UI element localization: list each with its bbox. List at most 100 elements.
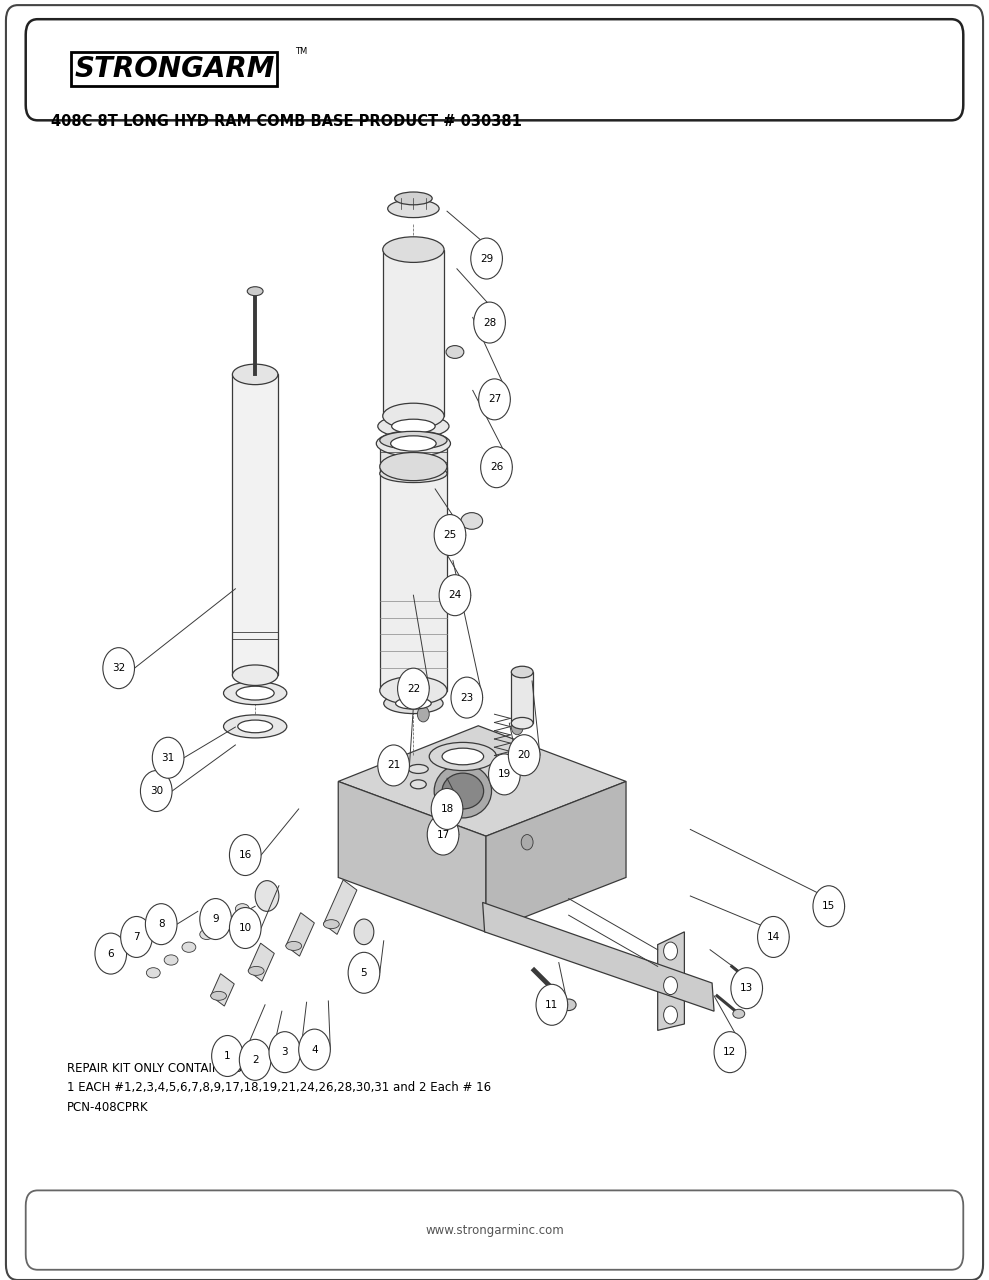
Circle shape — [398, 668, 429, 709]
Text: 6: 6 — [108, 948, 114, 959]
Circle shape — [508, 735, 540, 776]
Bar — [511, 672, 533, 723]
Circle shape — [511, 719, 523, 735]
Ellipse shape — [395, 192, 432, 205]
Circle shape — [664, 942, 677, 960]
Text: TM: TM — [295, 46, 307, 56]
Bar — [248, 943, 274, 980]
Circle shape — [481, 447, 512, 488]
Circle shape — [536, 984, 568, 1025]
Text: 10: 10 — [238, 923, 252, 933]
Ellipse shape — [511, 717, 533, 730]
Ellipse shape — [733, 1009, 745, 1019]
Ellipse shape — [380, 431, 447, 449]
Text: 12: 12 — [723, 1047, 737, 1057]
Text: 27: 27 — [488, 394, 501, 404]
Circle shape — [348, 952, 380, 993]
Bar — [232, 374, 278, 676]
Text: 20: 20 — [517, 750, 531, 760]
Ellipse shape — [247, 287, 263, 296]
Ellipse shape — [461, 512, 483, 530]
Polygon shape — [483, 902, 714, 1011]
FancyBboxPatch shape — [26, 19, 963, 120]
Ellipse shape — [224, 714, 287, 737]
Ellipse shape — [146, 968, 160, 978]
Text: 408C 8T LONG HYD RAM COMB BASE PRODUCT # 030381: 408C 8T LONG HYD RAM COMB BASE PRODUCT #… — [51, 114, 522, 129]
Circle shape — [354, 919, 374, 945]
Ellipse shape — [380, 465, 447, 483]
Bar — [211, 974, 234, 1006]
Circle shape — [714, 1032, 746, 1073]
Ellipse shape — [446, 346, 464, 358]
Ellipse shape — [248, 966, 264, 975]
Ellipse shape — [442, 748, 484, 765]
Text: 15: 15 — [822, 901, 836, 911]
Ellipse shape — [562, 998, 576, 1011]
Ellipse shape — [392, 420, 435, 433]
Text: 3: 3 — [282, 1047, 288, 1057]
Circle shape — [229, 835, 261, 876]
Circle shape — [431, 788, 463, 829]
Circle shape — [239, 1039, 271, 1080]
Circle shape — [121, 916, 152, 957]
Text: 24: 24 — [448, 590, 462, 600]
Circle shape — [152, 737, 184, 778]
Circle shape — [731, 968, 763, 1009]
Ellipse shape — [236, 686, 274, 700]
Ellipse shape — [200, 929, 214, 940]
Text: 13: 13 — [740, 983, 754, 993]
Circle shape — [145, 904, 177, 945]
Text: 4: 4 — [312, 1044, 317, 1055]
Ellipse shape — [396, 698, 431, 709]
Bar — [286, 913, 315, 956]
Circle shape — [758, 916, 789, 957]
Text: 14: 14 — [766, 932, 780, 942]
Ellipse shape — [237, 721, 273, 732]
Bar — [380, 467, 447, 690]
Ellipse shape — [380, 676, 447, 704]
Circle shape — [269, 1032, 301, 1073]
Text: 8: 8 — [158, 919, 164, 929]
Ellipse shape — [383, 403, 444, 429]
Text: 23: 23 — [460, 692, 474, 703]
Text: 2: 2 — [252, 1055, 258, 1065]
Ellipse shape — [224, 681, 287, 704]
Ellipse shape — [286, 942, 302, 950]
Circle shape — [200, 899, 231, 940]
Ellipse shape — [380, 452, 447, 480]
Ellipse shape — [384, 694, 443, 714]
Ellipse shape — [434, 764, 492, 818]
Ellipse shape — [182, 942, 196, 952]
Ellipse shape — [408, 764, 428, 773]
Text: 7: 7 — [134, 932, 139, 942]
Text: 26: 26 — [490, 462, 503, 472]
Circle shape — [229, 908, 261, 948]
Circle shape — [417, 707, 429, 722]
Text: 21: 21 — [387, 760, 401, 771]
Text: 1 EACH #1,2,3,4,5,6,7,8,9,17,18,19,21,24,26,28,30,31 and 2 Each # 16: 1 EACH #1,2,3,4,5,6,7,8,9,17,18,19,21,24… — [67, 1082, 492, 1094]
Ellipse shape — [410, 780, 426, 788]
Circle shape — [471, 238, 502, 279]
Circle shape — [95, 933, 127, 974]
FancyBboxPatch shape — [6, 5, 983, 1280]
Circle shape — [474, 302, 505, 343]
Text: 18: 18 — [440, 804, 454, 814]
Circle shape — [255, 881, 279, 911]
Circle shape — [813, 886, 845, 927]
Circle shape — [212, 1036, 243, 1076]
Ellipse shape — [442, 773, 484, 809]
Text: 30: 30 — [149, 786, 163, 796]
Circle shape — [664, 1006, 677, 1024]
Polygon shape — [486, 781, 626, 932]
Text: 32: 32 — [112, 663, 126, 673]
Circle shape — [427, 814, 459, 855]
Polygon shape — [338, 726, 626, 836]
Bar — [383, 250, 444, 416]
Ellipse shape — [323, 919, 339, 929]
Circle shape — [103, 648, 135, 689]
Ellipse shape — [164, 955, 178, 965]
Circle shape — [140, 771, 172, 812]
Polygon shape — [338, 781, 486, 932]
Text: PCN-408CPRK: PCN-408CPRK — [67, 1101, 149, 1114]
Ellipse shape — [218, 916, 231, 927]
